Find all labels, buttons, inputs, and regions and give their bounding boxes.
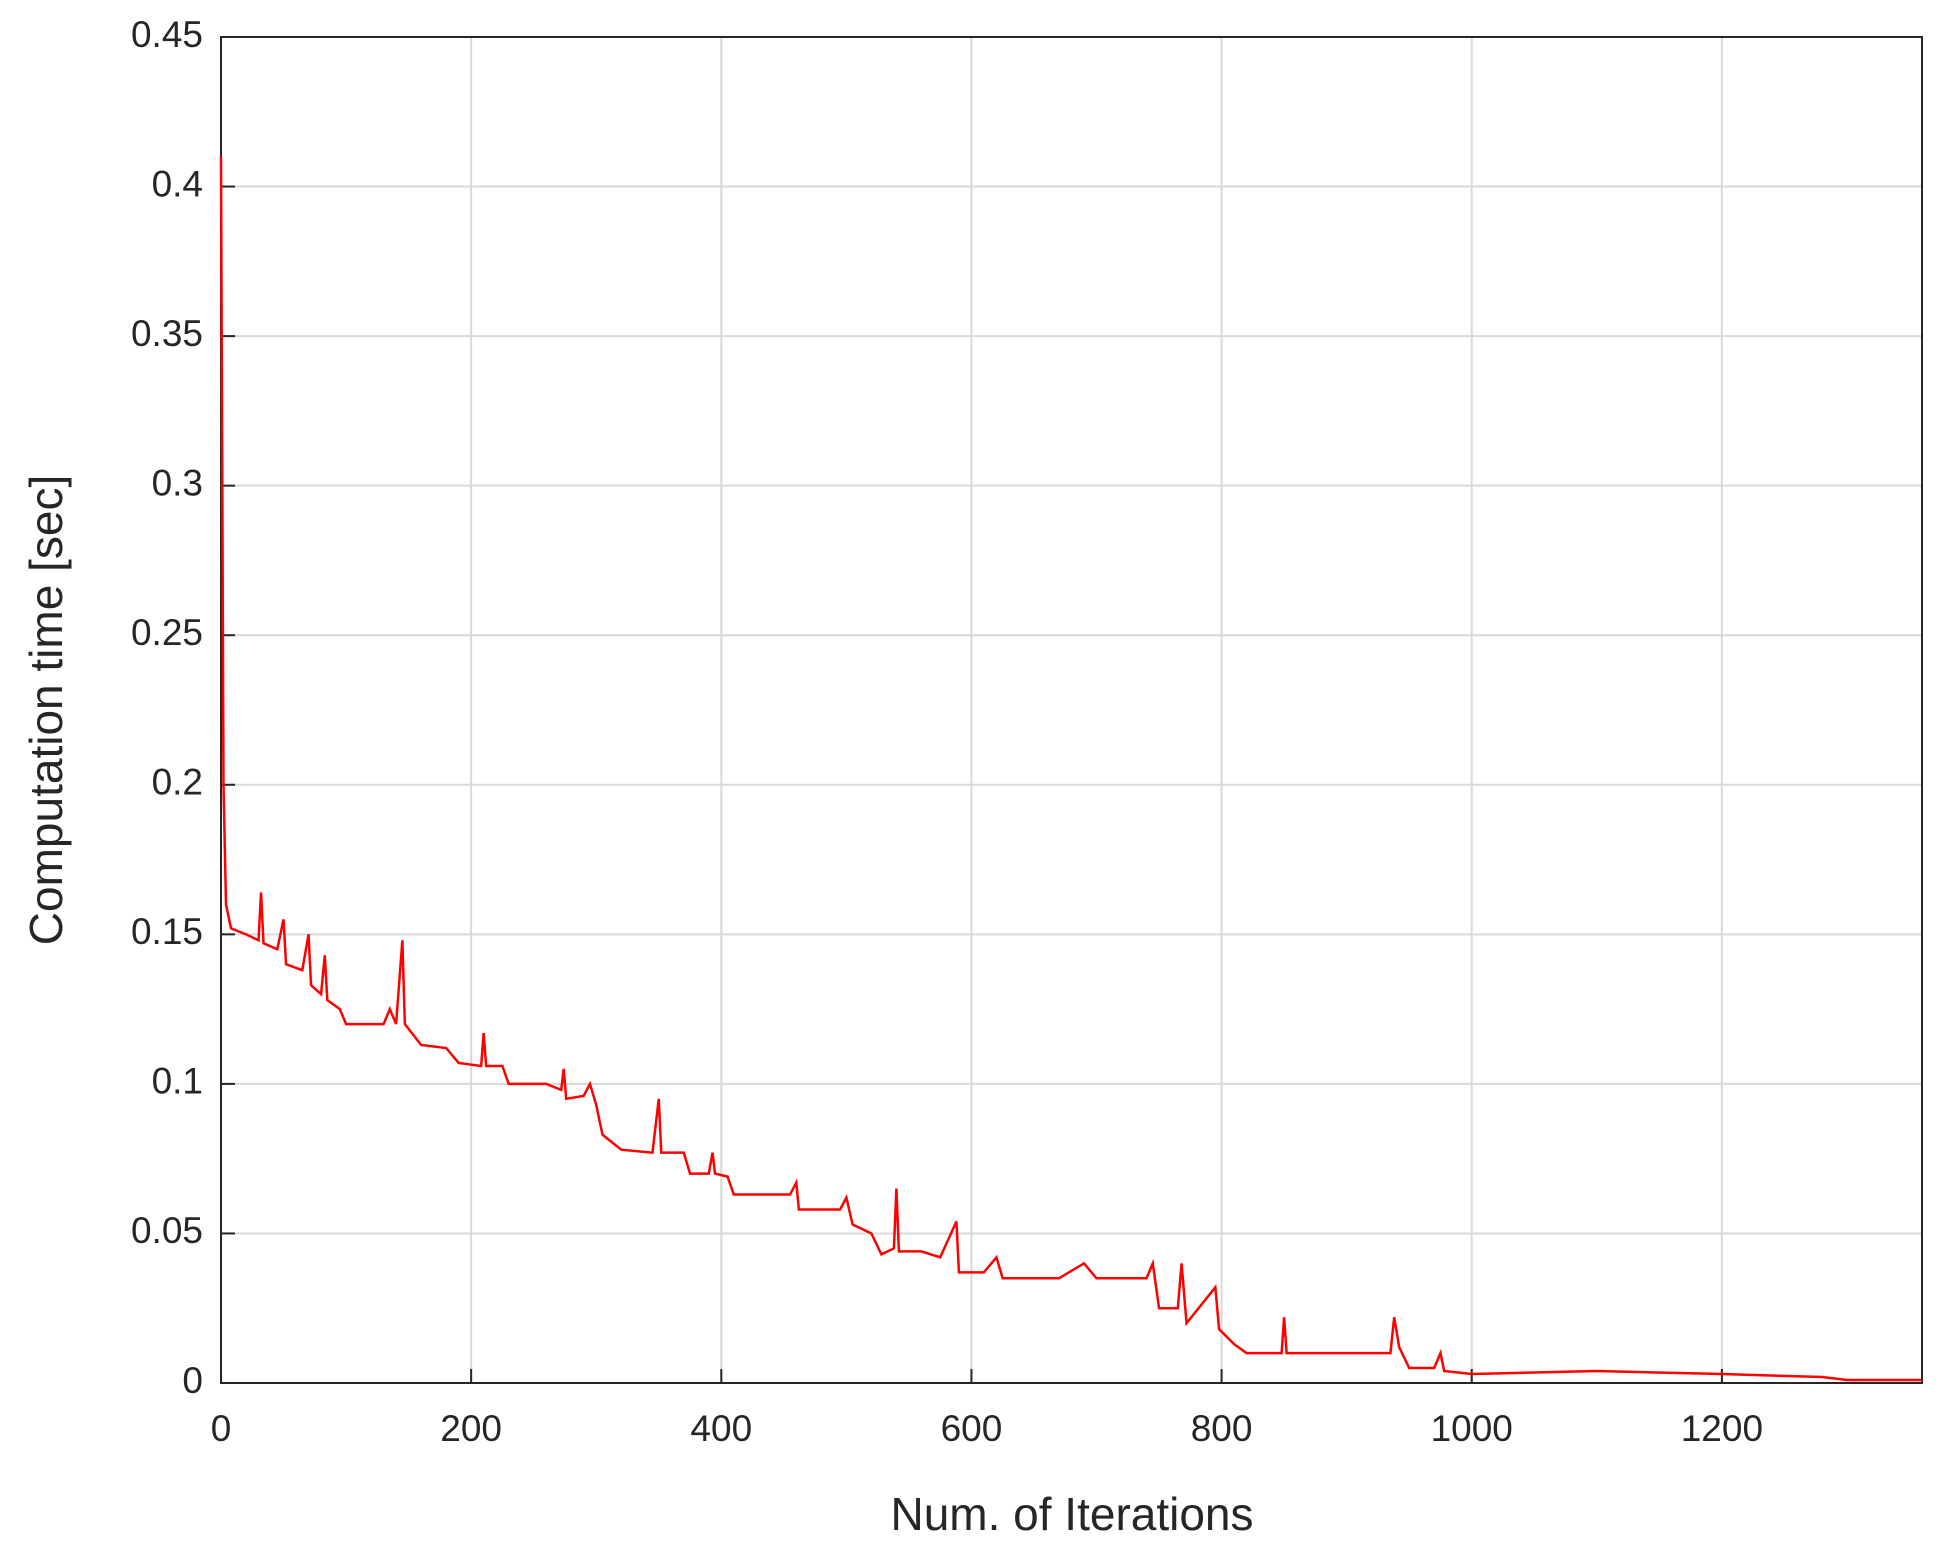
x-tick-label: 800: [1191, 1408, 1253, 1449]
y-tick-label: 0: [182, 1360, 203, 1401]
x-tick-label: 200: [440, 1408, 502, 1449]
y-tick-label: 0.05: [131, 1210, 203, 1251]
y-tick-label: 0.25: [131, 612, 203, 653]
x-tick-label: 1200: [1681, 1408, 1763, 1449]
y-tick-label: 0.4: [152, 163, 203, 204]
y-tick-label: 0.35: [131, 313, 203, 354]
data-line: [219, 156, 1922, 1382]
x-tick-label: 600: [941, 1408, 1003, 1449]
y-tick-label: 0.2: [152, 762, 203, 803]
x-tick-label: 0: [211, 1408, 232, 1449]
x-tick-label: 400: [690, 1408, 752, 1449]
y-tick-label: 0.15: [131, 911, 203, 952]
y-tick-label: 0.45: [131, 14, 203, 55]
y-tick-label: 0.3: [152, 462, 203, 503]
y-tick-label: 0.1: [152, 1061, 203, 1102]
plot-frame: [220, 36, 1923, 1384]
x-axis-label: Num. of Iterations: [890, 1488, 1253, 1540]
y-axis-label: Computation time [sec]: [20, 475, 72, 945]
x-tick-label: 1000: [1431, 1408, 1513, 1449]
